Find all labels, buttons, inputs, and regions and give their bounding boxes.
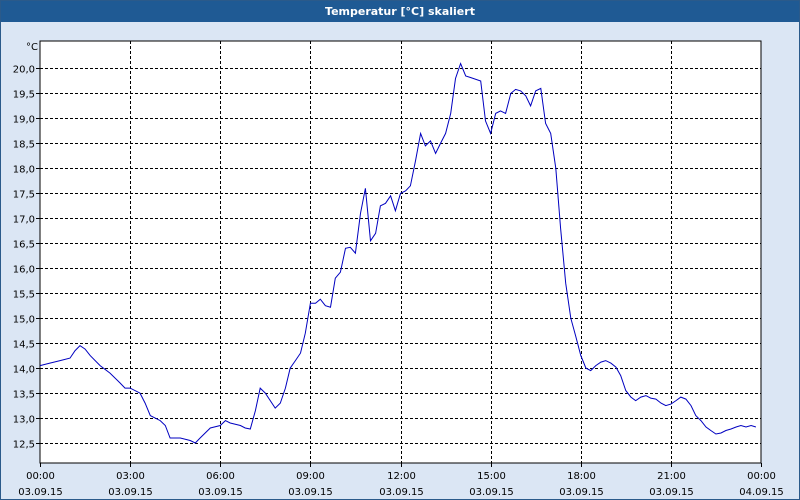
x-axis-labels: 00:00 03.09.15 03:00 03.09.15 06:00 03.09.15 0… <box>18 471 784 498</box>
y-tick-label: 16,5 <box>13 240 35 251</box>
x-tick-time: 06:00 <box>206 471 235 482</box>
temperature-chart: 12,5 13,0 13,5 14,0 14,5 15,0 15,5 16,0 16,5 17,0… <box>13 40 784 498</box>
window-title: Temperatur [°C] skaliert <box>1 1 799 22</box>
y-tick-label: 12,5 <box>13 440 35 451</box>
y-tick-label: 15,5 <box>13 290 35 301</box>
y-tick-label: 13,5 <box>13 390 35 401</box>
y-tick-label: 15,0 <box>13 315 35 326</box>
y-tick-label: 14,0 <box>13 365 35 376</box>
x-tick-date: 03.09.15 <box>18 487 63 498</box>
y-axis-labels: 12,5 13,0 13,5 14,0 14,5 15,0 15,5 16,0 16,5 17,0… <box>13 65 35 451</box>
x-tick-date: 03.09.15 <box>379 487 424 498</box>
y-tick-label: 18,5 <box>13 140 35 151</box>
x-tick-date: 03.09.15 <box>108 487 153 498</box>
plot-area <box>39 40 762 464</box>
x-tick-time: 12:00 <box>387 471 416 482</box>
x-tick-date: 03.09.15 <box>559 487 604 498</box>
y-tick-label: 16,0 <box>13 265 35 276</box>
x-tick-time: 00:00 <box>26 471 55 482</box>
temperature-line <box>39 62 757 444</box>
y-tick-label: 20,0 <box>13 65 35 76</box>
x-tick-time: 18:00 <box>567 471 596 482</box>
grid-lines <box>36 41 762 467</box>
y-axis-unit: °C <box>26 42 38 53</box>
x-tick-time: 00:00 <box>747 471 776 482</box>
y-tick-label: 19,5 <box>13 90 35 101</box>
x-tick-time: 03:00 <box>116 471 145 482</box>
y-tick-label: 18,0 <box>13 165 35 176</box>
x-tick-time: 21:00 <box>657 471 686 482</box>
y-tick-label: 17,5 <box>13 190 35 201</box>
x-tick-date: 03.09.15 <box>198 487 243 498</box>
y-tick-label: 17,0 <box>13 215 35 226</box>
y-tick-label: 13,0 <box>13 415 35 426</box>
x-tick-date: 03.09.15 <box>469 487 514 498</box>
x-tick-time: 09:00 <box>296 471 325 482</box>
y-tick-label: 19,0 <box>13 115 35 126</box>
x-tick-date: 04.09.15 <box>739 487 784 498</box>
x-tick-time: 15:00 <box>477 471 506 482</box>
x-tick-date: 03.09.15 <box>649 487 694 498</box>
y-tick-label: 14,5 <box>13 340 35 351</box>
x-tick-date: 03.09.15 <box>288 487 333 498</box>
